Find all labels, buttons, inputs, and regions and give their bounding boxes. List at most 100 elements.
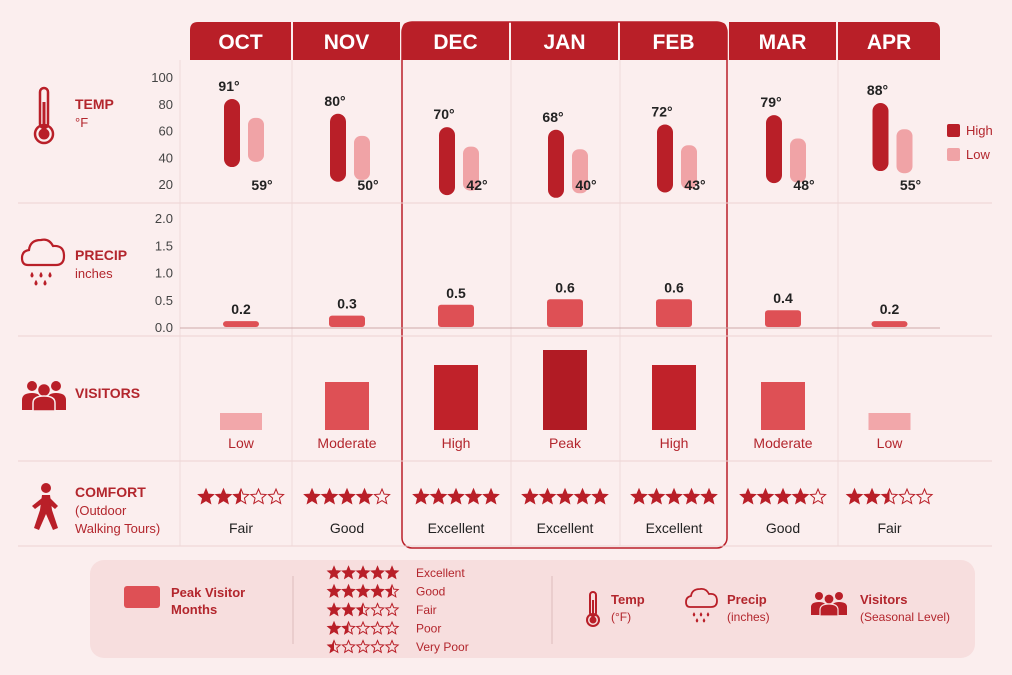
comfort-star-rating <box>521 487 609 505</box>
raindrop <box>34 279 38 286</box>
star-filled <box>342 566 355 579</box>
temp-low-bar <box>463 146 479 191</box>
visitor-level-label: High <box>442 435 471 451</box>
month-label: JAN <box>543 31 585 54</box>
star-filled <box>701 489 717 504</box>
star-filled <box>327 603 341 616</box>
walking-person-icon <box>32 483 58 530</box>
temp-row-title: TEMP <box>75 96 114 112</box>
temp-low-label: 42° <box>466 177 487 193</box>
comfort-label: Fair <box>229 520 253 536</box>
precip-row-title: PRECIP <box>75 247 127 263</box>
star-outline <box>370 620 385 635</box>
legend-low-swatch <box>947 148 960 161</box>
temp-low-bar <box>790 138 806 183</box>
precip-axis-tick: 2.0 <box>155 211 173 226</box>
temp-high-label: 88° <box>867 82 888 98</box>
legend-low-label: Low <box>966 147 990 162</box>
star-filled <box>327 585 341 597</box>
month-header-bg <box>511 22 618 60</box>
raindrop <box>43 279 47 286</box>
precip-value-label: 0.6 <box>555 279 575 295</box>
precip-bar <box>223 321 259 327</box>
star-filled <box>864 489 880 504</box>
comfort-star-rating <box>412 487 500 505</box>
precip-bar <box>656 299 692 327</box>
legend-high-swatch <box>947 124 960 137</box>
star-filled <box>385 566 399 579</box>
precip-axis-tick: 1.5 <box>155 238 173 253</box>
visitor-bar <box>868 413 911 430</box>
temp-row-unit: °F <box>75 115 88 130</box>
legend-temp-title: Temp <box>611 592 645 607</box>
person-head <box>27 381 37 391</box>
comfort-label: Fair <box>877 520 901 536</box>
star-outline <box>370 639 385 654</box>
precip-value-label: 0.3 <box>337 296 357 312</box>
star-outline <box>370 602 385 617</box>
legend-peak-swatch <box>124 586 160 608</box>
month-label: DEC <box>433 31 477 54</box>
visitor-bar <box>652 365 696 430</box>
thermo-bulb <box>38 128 50 140</box>
precip-axis-tick: 1.0 <box>155 266 173 281</box>
star-filled <box>775 489 791 504</box>
walker-arm <box>32 498 43 509</box>
precip-value-label: 0.4 <box>773 290 793 306</box>
thermo-mercury <box>42 102 46 132</box>
star-outline <box>915 487 934 505</box>
star-outline <box>384 602 400 617</box>
legend-rating-label: Very Poor <box>416 640 469 654</box>
month-header-jan: JAN <box>511 22 618 60</box>
legend-star-scale <box>326 583 400 598</box>
star-filled <box>304 489 320 504</box>
legend-star-scale <box>326 639 400 654</box>
temp-axis-tick: 20 <box>159 177 173 192</box>
month-header-bg <box>293 22 400 60</box>
visitor-level-label: Low <box>877 435 904 451</box>
month-label: APR <box>867 31 911 54</box>
visitor-bar <box>220 413 262 430</box>
temp-low-bar <box>354 135 370 180</box>
star-half <box>327 640 334 653</box>
star-filled <box>327 566 341 579</box>
precip-value-label: 0.2 <box>880 301 900 317</box>
visitors-row-title: VISITORS <box>75 385 140 401</box>
temp-low-label: 59° <box>251 177 272 193</box>
legend-temp-unit: (°F) <box>611 610 631 624</box>
comfort-star-rating <box>630 487 718 505</box>
precip-row-unit: inches <box>75 266 113 281</box>
star-filled <box>371 566 384 579</box>
rain-cloud-icon <box>20 238 66 286</box>
star-outline <box>384 639 400 654</box>
month-label: MAR <box>759 31 807 54</box>
comfort-star-rating <box>197 487 285 505</box>
comfort-label: Excellent <box>646 520 703 536</box>
star-filled <box>321 489 338 504</box>
star-filled <box>631 489 647 504</box>
month-header-bg <box>190 22 291 60</box>
comfort-star-rating <box>303 487 391 505</box>
star-filled <box>356 566 370 579</box>
people-icon <box>22 381 66 412</box>
legend-precip-unit: (inches) <box>727 610 770 624</box>
temp-low-label: 43° <box>684 177 705 193</box>
temp-high-bar <box>439 127 455 196</box>
star-filled <box>592 489 608 504</box>
star-filled <box>522 489 538 504</box>
comfort-label: Excellent <box>537 520 594 536</box>
walker-body <box>34 495 58 530</box>
month-header-bg <box>729 22 836 60</box>
precip-value-label: 0.6 <box>664 279 684 295</box>
raindrop <box>30 271 34 278</box>
person-head <box>36 382 52 398</box>
star-filled <box>342 603 355 616</box>
temp-low-label: 40° <box>575 177 596 193</box>
precip-bar <box>765 310 801 327</box>
legend-rating-label: Excellent <box>416 566 465 580</box>
legend-rating-label: Good <box>416 585 445 599</box>
star-outline <box>267 487 285 505</box>
month-header-mar: MAR <box>729 22 836 60</box>
star-filled <box>666 489 682 504</box>
month-header-nov: NOV <box>293 22 400 60</box>
